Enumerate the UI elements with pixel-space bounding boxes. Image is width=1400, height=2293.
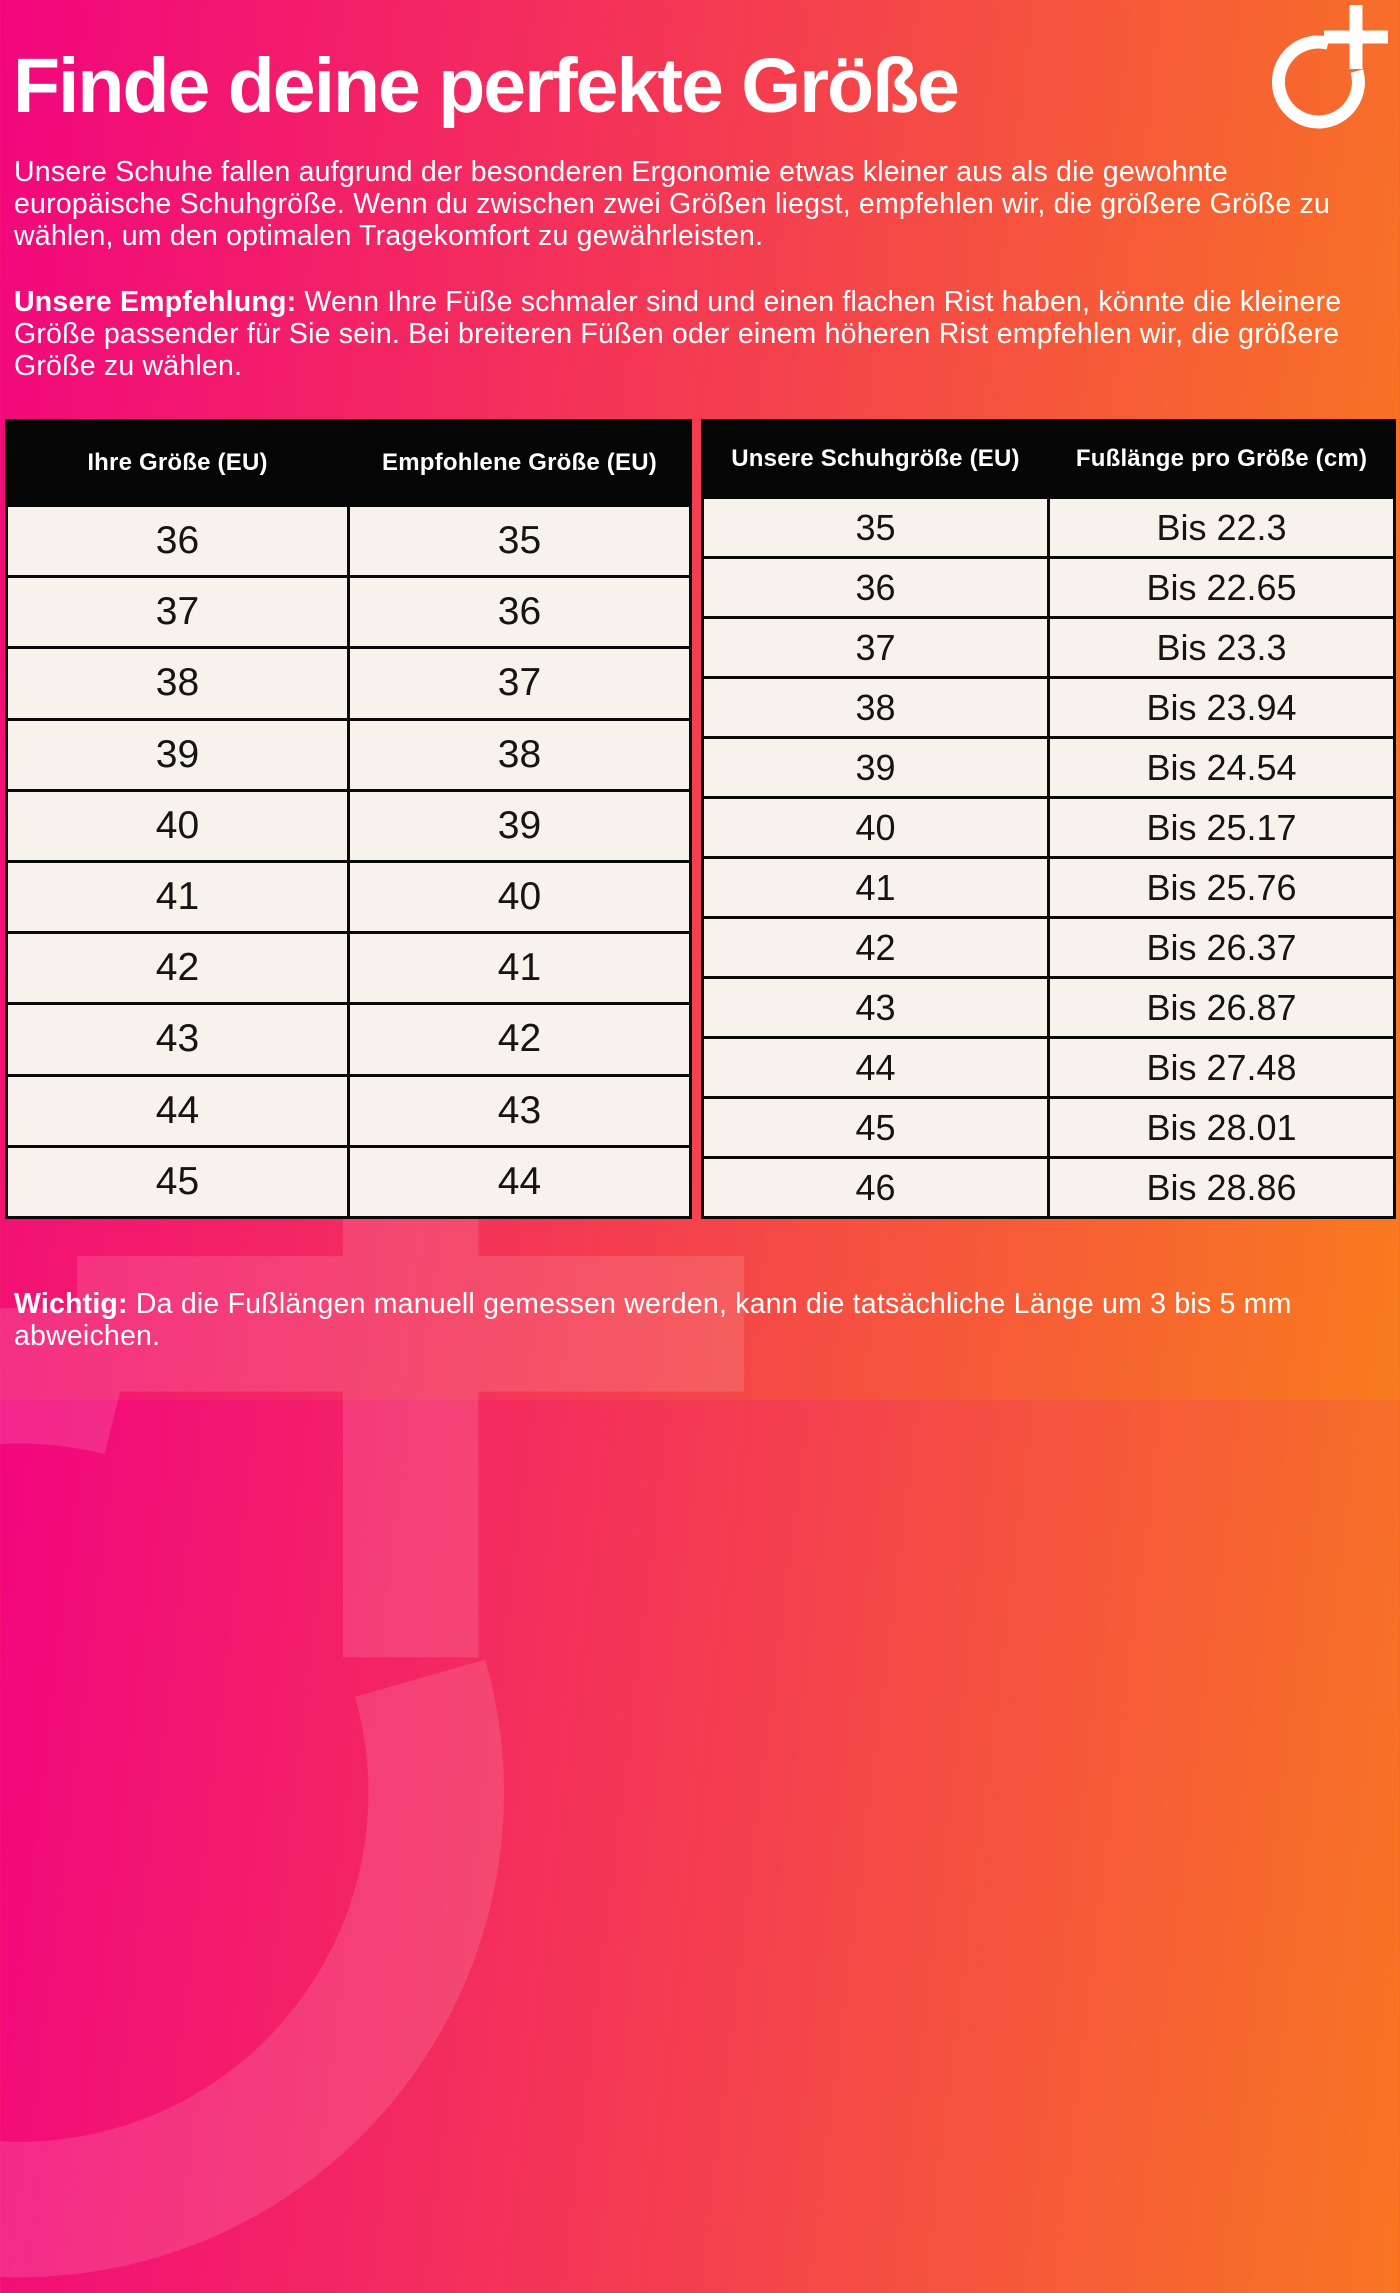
table-row: 45 Bis 28.01 [701, 1096, 1396, 1159]
table-cell: Bis 28.86 [1047, 1156, 1396, 1219]
table-cell: Bis 28.01 [1047, 1096, 1396, 1159]
table-cell: Bis 27.48 [1047, 1036, 1396, 1099]
table-cell: 37 [5, 575, 350, 650]
table-cell: 39 [701, 736, 1050, 799]
table-row: 45 44 [5, 1144, 692, 1220]
table-cell: Bis 24.54 [1047, 736, 1396, 799]
table-cell: 36 [701, 556, 1050, 619]
foot-length-table: Unsere Schuhgröße (EU) Fußlänge pro Größ… [701, 419, 1396, 1219]
table-row: 40 39 [5, 788, 692, 863]
table-cell: 44 [5, 1073, 350, 1148]
table-header-row: Unsere Schuhgröße (EU) Fußlänge pro Größ… [701, 419, 1396, 499]
table-cell: 40 [347, 859, 692, 935]
table-cell: 41 [701, 856, 1050, 919]
table-cell: 40 [701, 796, 1050, 859]
table-row: 39 Bis 24.54 [701, 736, 1396, 799]
table-row: 44 Bis 27.48 [701, 1036, 1396, 1099]
table-cell: 38 [347, 717, 692, 792]
column-header-recommended-size: Empfohlene Größe (EU) [347, 419, 692, 507]
size-tables: Ihre Größe (EU) Empfohlene Größe (EU) 36… [5, 419, 1396, 1220]
table-cell: 40 [5, 788, 350, 863]
table-cell: 37 [701, 616, 1050, 679]
table-cell: 43 [347, 1073, 692, 1148]
table-row: 41 Bis 25.76 [701, 856, 1396, 919]
column-header-shoe-size: Unsere Schuhgröße (EU) [701, 419, 1050, 499]
table-cell: 42 [347, 1002, 692, 1077]
table-cell: 39 [5, 717, 350, 792]
table-row: 38 Bis 23.94 [701, 676, 1396, 739]
table-cell: 39 [347, 788, 692, 863]
table-cell: 36 [347, 575, 692, 650]
table-row: 36 35 [5, 503, 692, 579]
table-cell: 38 [701, 676, 1050, 739]
table-cell: 37 [347, 646, 692, 721]
table-cell: 46 [701, 1156, 1050, 1219]
page-title: Finde deine perfekte Größe [13, 43, 960, 129]
table-cell: Bis 25.17 [1047, 796, 1396, 859]
table-cell: 35 [347, 503, 692, 579]
table-cell: 44 [347, 1144, 692, 1220]
column-header-foot-length: Fußlänge pro Größe (cm) [1047, 419, 1396, 499]
table-cell: Bis 22.65 [1047, 556, 1396, 619]
intro-text: Unsere Schuhe fallen aufgrund der besond… [14, 156, 1331, 252]
table-row: 41 40 [5, 859, 692, 935]
table-row: 39 38 [5, 717, 692, 792]
table-row: 42 Bis 26.37 [701, 916, 1396, 979]
table-row: 36 Bis 22.65 [701, 556, 1396, 619]
table-row: 37 Bis 23.3 [701, 616, 1396, 679]
table-cell: Bis 23.94 [1047, 676, 1396, 739]
important-note-label: Wichtig: [14, 1288, 128, 1320]
table-cell: 45 [701, 1096, 1050, 1159]
table-cell: 41 [347, 931, 692, 1006]
table-row: 40 Bis 25.17 [701, 796, 1396, 859]
table-cell: 38 [5, 646, 350, 721]
table-cell: 42 [701, 916, 1050, 979]
column-header-your-size: Ihre Größe (EU) [5, 419, 350, 507]
table-row: 37 36 [5, 575, 692, 650]
table-cell: 43 [701, 976, 1050, 1039]
table-cell: Bis 26.87 [1047, 976, 1396, 1039]
table-cell: Bis 26.37 [1047, 916, 1396, 979]
size-conversion-table: Ihre Größe (EU) Empfohlene Größe (EU) 36… [5, 419, 692, 1220]
table-header-row: Ihre Größe (EU) Empfohlene Größe (EU) [5, 419, 692, 507]
table-cell: 44 [701, 1036, 1050, 1099]
table-cell: Bis 22.3 [1047, 496, 1396, 559]
table-cell: 41 [5, 859, 350, 935]
table-cell: 35 [701, 496, 1050, 559]
recommendation-text: Unsere Empfehlung: Wenn Ihre Füße schmal… [14, 286, 1342, 382]
table-row: 43 42 [5, 1002, 692, 1077]
recommendation-label: Unsere Empfehlung: [14, 286, 297, 318]
table-cell: Bis 23.3 [1047, 616, 1396, 679]
table-row: 38 37 [5, 646, 692, 721]
table-cell: 36 [5, 503, 350, 579]
table-cell: 43 [5, 1002, 350, 1077]
table-row: 43 Bis 26.87 [701, 976, 1396, 1039]
important-note: Wichtig: Da die Fußlängen manuell gemess… [14, 1288, 1292, 1352]
table-row: 46 Bis 28.86 [701, 1156, 1396, 1219]
table-row: 35 Bis 22.3 [701, 496, 1396, 559]
table-cell: Bis 25.76 [1047, 856, 1396, 919]
table-row: 44 43 [5, 1073, 692, 1148]
brand-logo-icon [1272, 5, 1388, 129]
table-cell: 42 [5, 931, 350, 1006]
table-cell: 45 [5, 1144, 350, 1220]
table-row: 42 41 [5, 931, 692, 1006]
